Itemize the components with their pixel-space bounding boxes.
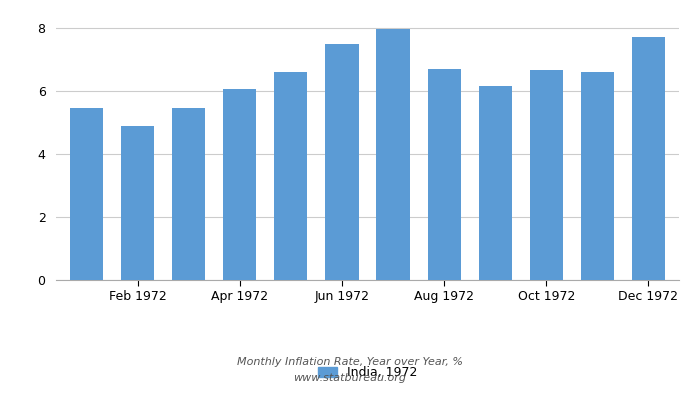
- Bar: [632, 37, 665, 280]
- Bar: [326, 44, 358, 280]
- Bar: [479, 86, 512, 280]
- Bar: [274, 72, 307, 280]
- Bar: [121, 126, 154, 280]
- Bar: [428, 69, 461, 280]
- Bar: [70, 108, 103, 280]
- Legend: India, 1972: India, 1972: [313, 361, 422, 384]
- Text: www.statbureau.org: www.statbureau.org: [293, 373, 407, 383]
- Bar: [530, 70, 563, 280]
- Bar: [581, 72, 614, 280]
- Bar: [223, 89, 256, 280]
- Text: Monthly Inflation Rate, Year over Year, %: Monthly Inflation Rate, Year over Year, …: [237, 357, 463, 367]
- Bar: [172, 108, 205, 280]
- Bar: [377, 29, 410, 280]
